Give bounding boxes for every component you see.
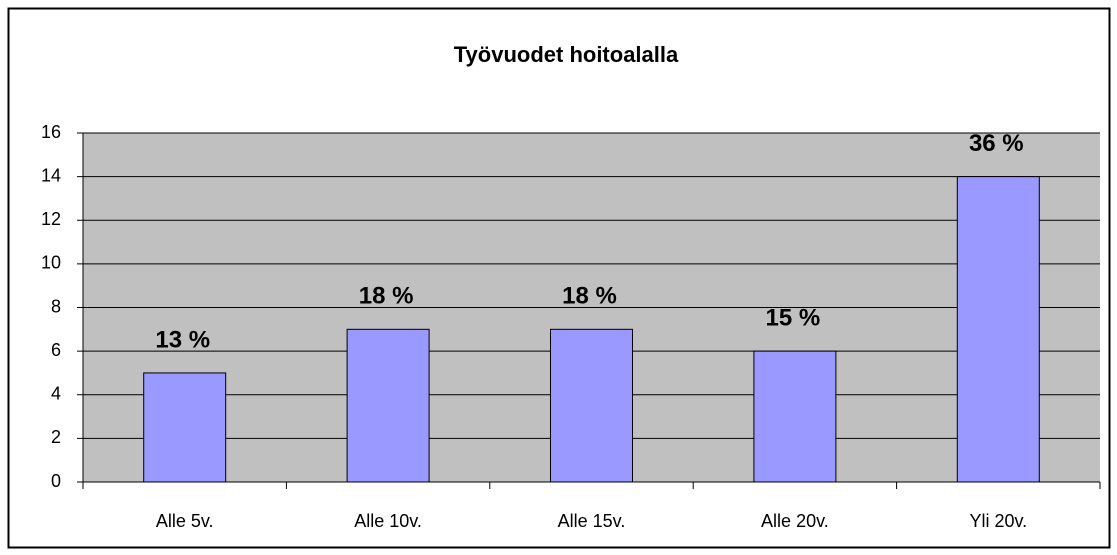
y-tick-label: 8 bbox=[51, 296, 61, 316]
data-label: 13 % bbox=[155, 326, 210, 353]
bar bbox=[956, 176, 1040, 483]
x-tick-label: Alle 5v. bbox=[156, 511, 214, 531]
bar bbox=[143, 372, 227, 483]
y-tick-label: 0 bbox=[51, 471, 61, 491]
data-label: 18 % bbox=[359, 283, 414, 310]
y-tick-label: 16 bbox=[41, 122, 61, 142]
y-tick-label: 10 bbox=[41, 253, 61, 273]
y-tick-label: 6 bbox=[51, 340, 61, 360]
x-tick-label: Alle 15v. bbox=[558, 511, 626, 531]
y-tick-label: 14 bbox=[41, 165, 61, 185]
bar bbox=[550, 328, 633, 483]
y-tick-label: 2 bbox=[51, 427, 61, 447]
chart-title: Työvuodet hoitoalalla bbox=[454, 42, 679, 67]
x-tick-label: Alle 20v. bbox=[761, 511, 829, 531]
y-tick-label: 12 bbox=[41, 209, 61, 229]
bar bbox=[753, 350, 837, 483]
data-label: 15 % bbox=[766, 304, 821, 331]
x-tick-label: Alle 10v. bbox=[354, 511, 422, 531]
x-tick-label: Yli 20v. bbox=[969, 511, 1027, 531]
bar bbox=[346, 328, 430, 483]
y-tick-label: 4 bbox=[51, 384, 61, 404]
data-label: 18 % bbox=[562, 283, 617, 310]
data-label: 36 % bbox=[969, 130, 1024, 157]
